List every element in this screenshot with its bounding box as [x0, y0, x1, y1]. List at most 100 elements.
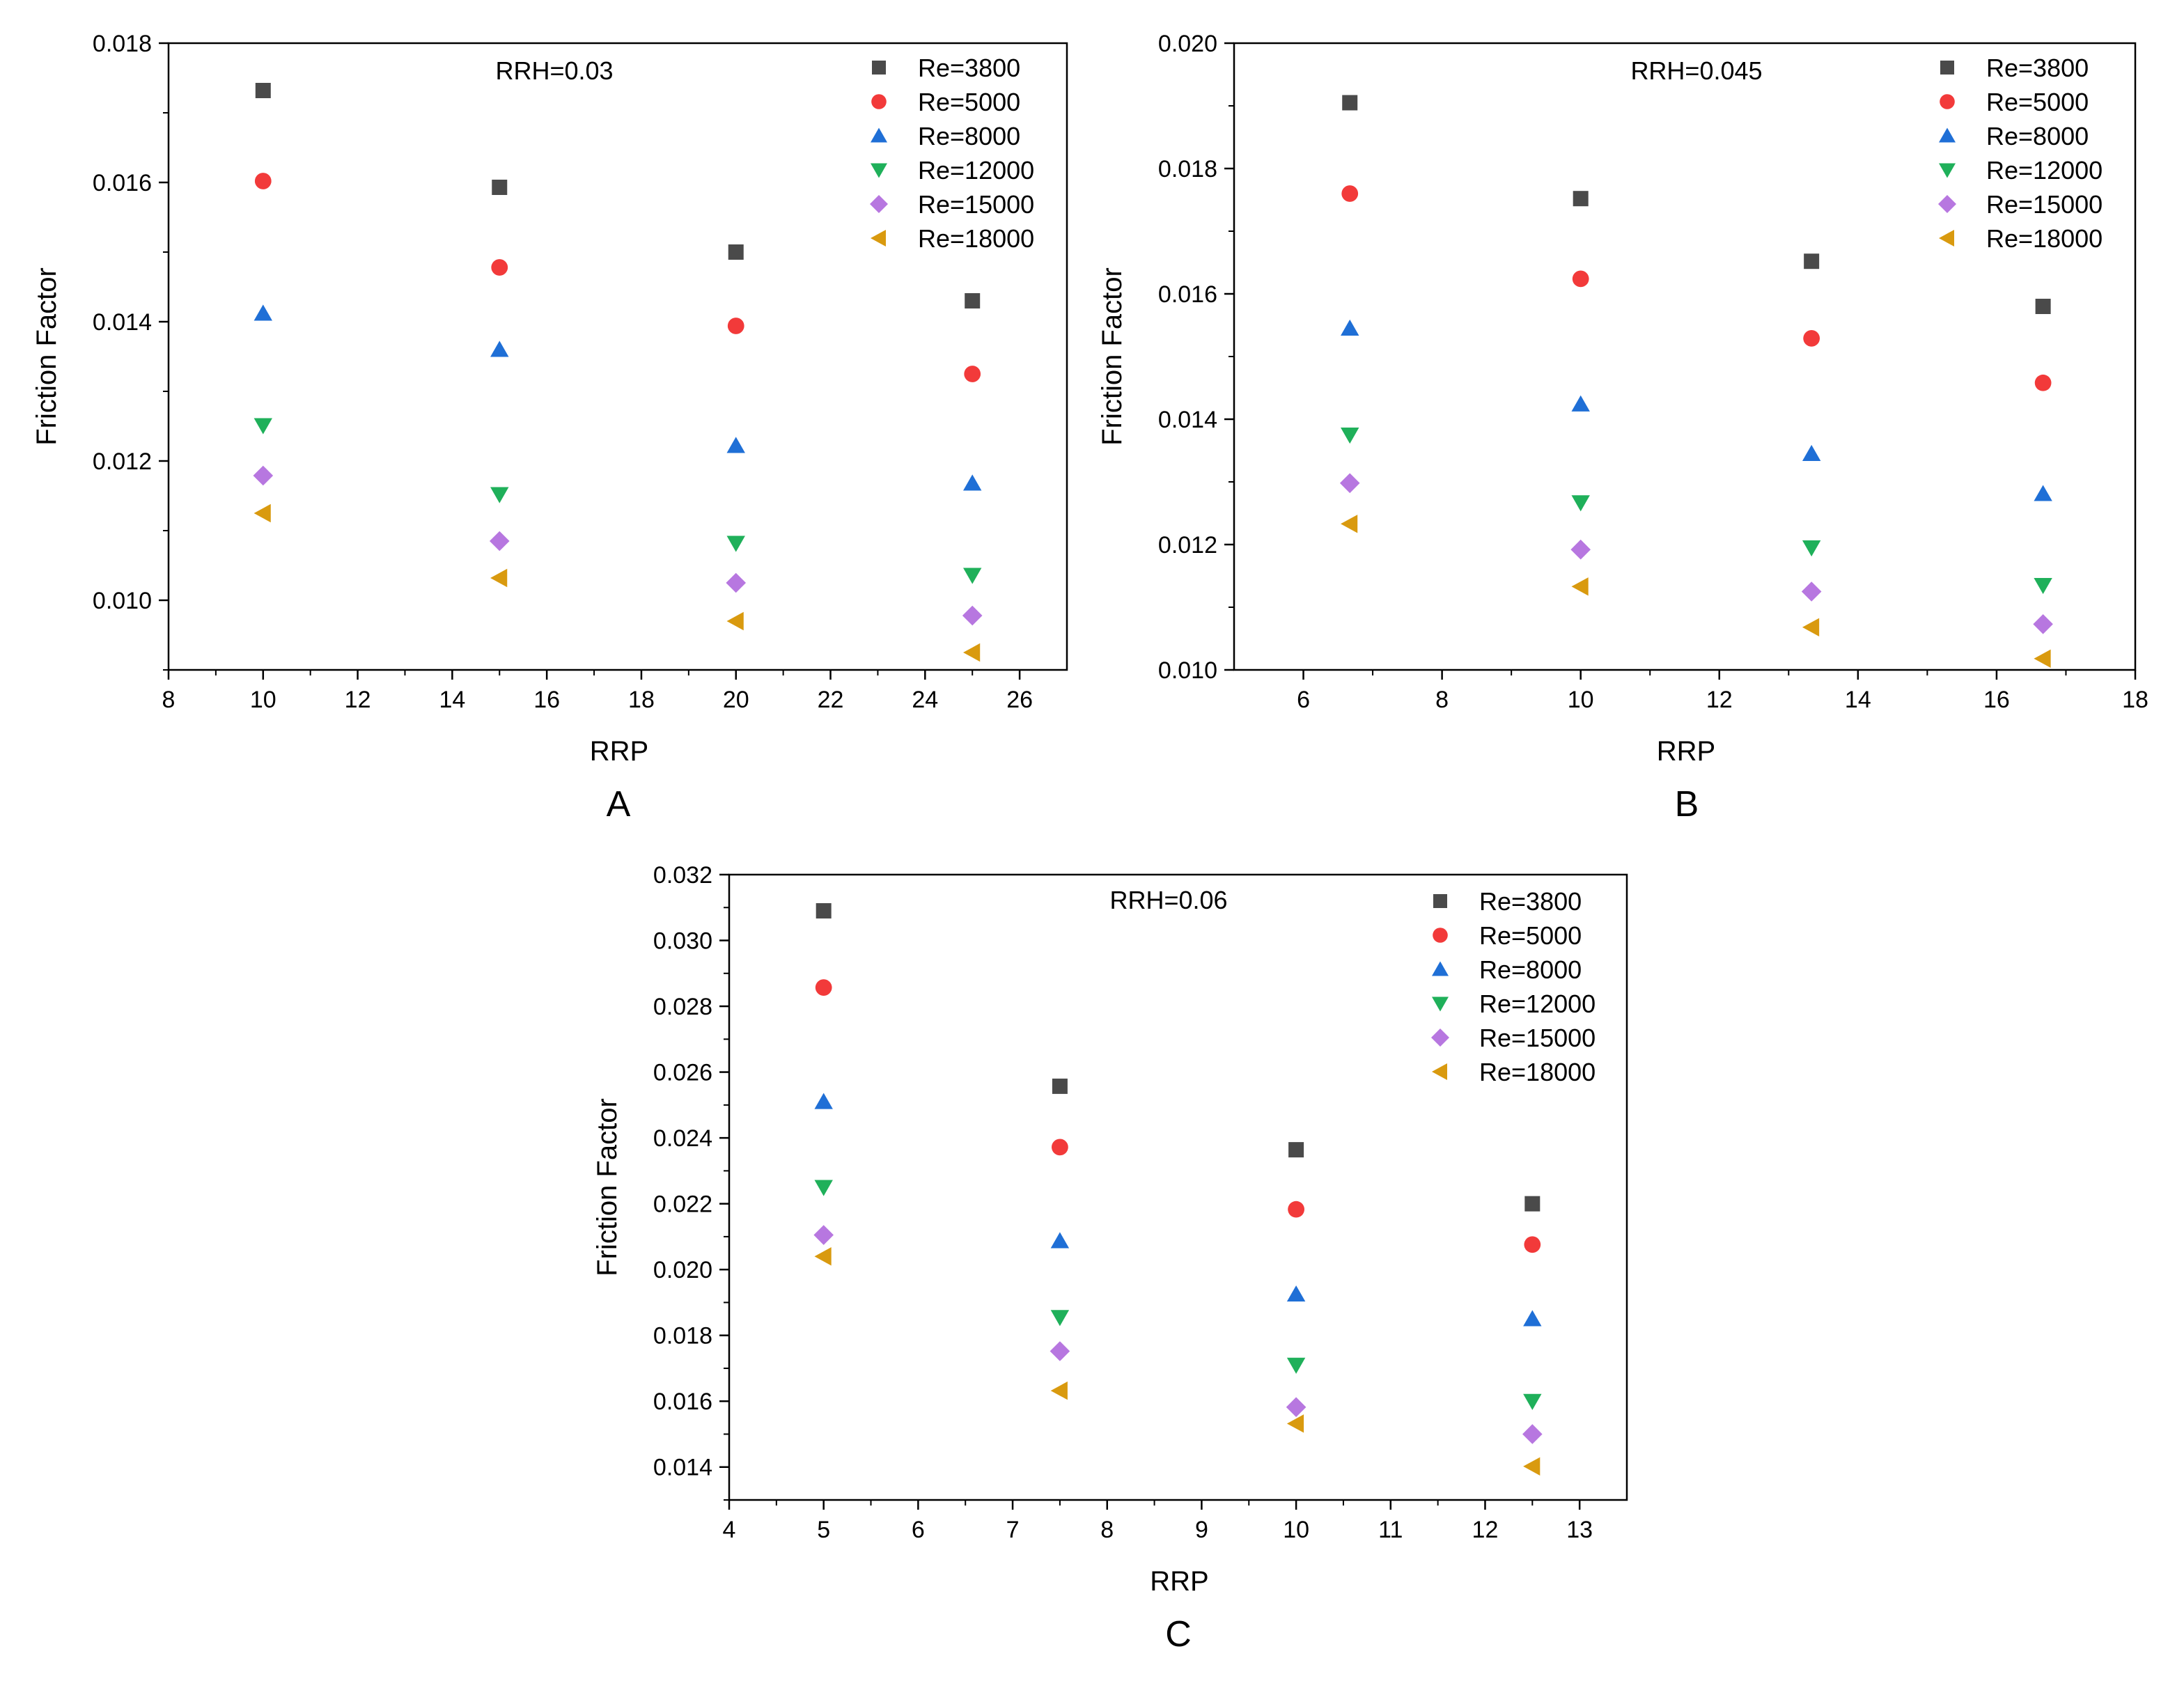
- x-tick-label: 12: [1706, 687, 1733, 713]
- data-point: [490, 341, 509, 357]
- y-tick-label: 0.030: [653, 928, 712, 955]
- data-point: [726, 611, 744, 631]
- data-point: [1571, 395, 1590, 412]
- x-tick-label: 8: [162, 687, 176, 713]
- data-point: [963, 568, 982, 584]
- data-point: [1341, 428, 1359, 444]
- data-point: [1801, 581, 1822, 602]
- data-point: [1050, 1310, 1070, 1327]
- series-re-15000: [1339, 473, 2053, 634]
- data-point: [2035, 299, 2051, 314]
- series-re-3800: [816, 902, 1540, 1212]
- data-point: [728, 244, 744, 260]
- legend-marker: [871, 230, 886, 247]
- data-point: [1523, 1310, 1542, 1327]
- data-point: [1570, 539, 1591, 560]
- legend-label: Re=3800: [1986, 54, 2089, 82]
- legend-marker: [871, 163, 887, 178]
- y-tick-label: 0.010: [1158, 657, 1217, 684]
- chart-panel-c: 4 5 6 7 8 9 10 11 12 13 0.014 0.016 0.018 0.020 0.022 0…: [592, 862, 1628, 1655]
- data-point: [1286, 1357, 1306, 1374]
- data-point: [1573, 191, 1589, 207]
- plot-frame: [728, 873, 1628, 1501]
- plot-frame: [167, 42, 1068, 671]
- data-point: [492, 180, 508, 195]
- data-point: [1286, 1397, 1306, 1418]
- legend-label: Re=15000: [1479, 1024, 1596, 1052]
- x-tick-label: 10: [1283, 1517, 1309, 1543]
- legend-label: Re=8000: [918, 122, 1020, 150]
- data-point: [1050, 1381, 1068, 1400]
- x-tick-label: 7: [1006, 1517, 1020, 1543]
- panel-label: B: [1675, 784, 1699, 824]
- legend-label: Re=18000: [1986, 224, 2103, 253]
- x-tick-label: 14: [439, 687, 465, 713]
- y-tick-label: 0.012: [1158, 532, 1217, 558]
- data-point: [1052, 1139, 1068, 1156]
- legend-marker: [1940, 61, 1954, 75]
- x-tick-label: 14: [1845, 687, 1871, 713]
- legend-label: Re=3800: [1479, 887, 1582, 916]
- y-tick-label: 0.014: [653, 1455, 712, 1481]
- data-point: [1341, 319, 1359, 336]
- data-point: [726, 437, 745, 453]
- series-re-12000: [814, 1180, 1542, 1410]
- x-tick-label: 20: [723, 687, 749, 713]
- x-tick-label: 16: [1983, 687, 2010, 713]
- legend-marker: [1939, 163, 1956, 178]
- x-axis-title: RRP: [1150, 1566, 1208, 1597]
- x-tick-label: 8: [1100, 1517, 1114, 1543]
- legend-label: Re=5000: [918, 88, 1020, 116]
- x-tick-label: 11: [1378, 1517, 1403, 1543]
- data-point: [1571, 495, 1590, 512]
- data-point: [1342, 95, 1358, 111]
- series-re-5000: [815, 979, 1541, 1253]
- data-point: [962, 605, 983, 626]
- series-re-18000: [1341, 515, 2051, 668]
- data-point: [816, 902, 832, 918]
- x-tick-label: 12: [345, 687, 371, 713]
- panel-label: C: [1165, 1614, 1192, 1655]
- y-axis-title: Friction Factor: [31, 267, 62, 446]
- legend-marker: [1432, 1063, 1447, 1080]
- series-re-5000: [1341, 185, 2052, 391]
- y-tick-label: 0.032: [653, 862, 712, 889]
- legend-marker: [871, 94, 887, 109]
- data-point: [727, 318, 744, 334]
- legend-label: Re=8000: [1986, 122, 2089, 150]
- series-re-15000: [253, 465, 983, 626]
- legend: Re=3800 Re=5000 Re=8000 Re=12000 Re=15000 Re=…: [1431, 887, 1596, 1086]
- data-point: [815, 979, 832, 996]
- data-point: [1802, 540, 1821, 557]
- data-point: [1572, 270, 1589, 288]
- legend-marker: [1432, 996, 1449, 1012]
- legend-label: Re=3800: [918, 54, 1020, 82]
- data-point: [1523, 1457, 1540, 1476]
- panel-label: A: [607, 784, 631, 824]
- data-point: [1571, 577, 1589, 596]
- legend-marker: [1431, 1029, 1449, 1047]
- data-point: [1339, 473, 1360, 494]
- data-point: [490, 568, 508, 588]
- series-re-12000: [1341, 428, 2052, 595]
- y-tick-label: 0.024: [653, 1125, 712, 1152]
- data-point: [255, 83, 271, 98]
- data-point: [1052, 1078, 1068, 1094]
- legend-marker: [870, 195, 888, 213]
- data-point: [1050, 1232, 1070, 1249]
- data-point: [1286, 1414, 1304, 1433]
- series-re-3800: [1342, 95, 2051, 314]
- x-axis-title: RRP: [1657, 736, 1715, 767]
- data-point: [814, 1093, 833, 1109]
- data-point: [2034, 649, 2051, 668]
- data-point: [1288, 1142, 1304, 1158]
- legend-label: Re=12000: [1986, 156, 2103, 185]
- x-tick-label: 4: [723, 1517, 736, 1543]
- y-tick-label: 0.016: [93, 170, 152, 196]
- data-point: [963, 643, 981, 662]
- data-point: [254, 304, 272, 321]
- data-point: [491, 259, 508, 276]
- legend-label: Re=12000: [918, 156, 1034, 185]
- legend-marker: [1940, 94, 1955, 109]
- legend-marker: [1433, 928, 1448, 943]
